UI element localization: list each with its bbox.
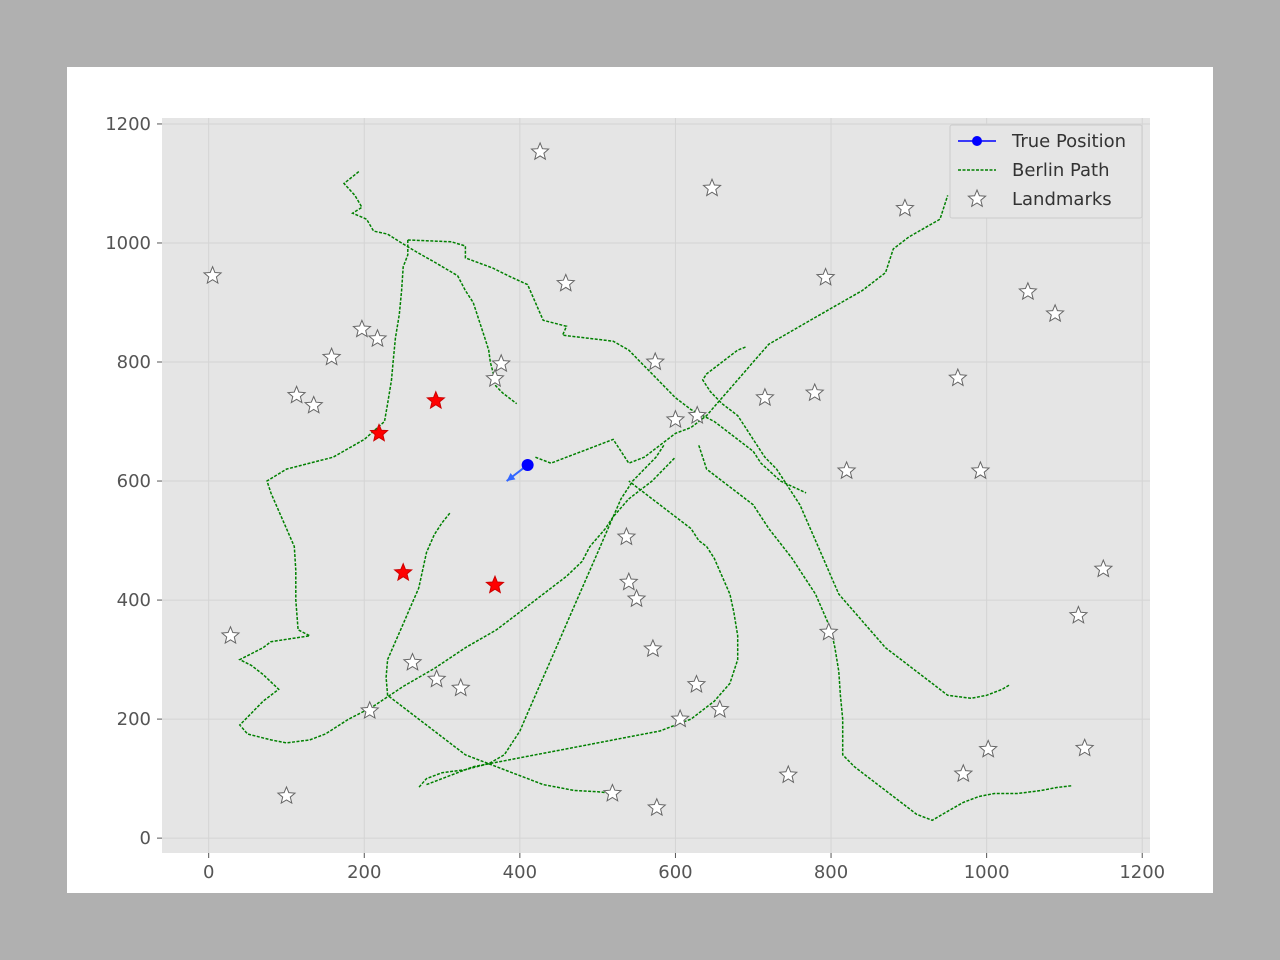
landmark-marker xyxy=(618,571,639,591)
landmark-marker xyxy=(815,267,836,286)
y-tick-label: 1000 xyxy=(105,233,151,254)
landmark-marker xyxy=(450,677,471,697)
observed-landmark-marker xyxy=(393,562,413,582)
berlin-path-line xyxy=(407,239,807,494)
landmark-marker xyxy=(836,460,857,480)
y-tick-label: 400 xyxy=(117,590,151,611)
landmark-marker xyxy=(530,141,550,161)
landmark-marker xyxy=(1093,558,1114,578)
observed-landmark-marker xyxy=(369,423,389,442)
legend-handle-landmarks xyxy=(967,188,987,208)
berlin-path-line xyxy=(701,346,1011,700)
figure: 0 200 400 600 800 1000 1200 0 200 400 600 800 1000 12… xyxy=(67,67,1213,893)
landmark-marker xyxy=(687,405,708,424)
berlin-path-line xyxy=(385,512,614,795)
landmark-marker xyxy=(804,382,825,402)
landmark-marker xyxy=(895,198,915,217)
x-tick-label: 800 xyxy=(814,862,848,883)
legend-label: Berlin Path xyxy=(1012,160,1110,181)
plot-background xyxy=(162,118,1150,853)
x-tick-label: 0 xyxy=(203,862,214,883)
landmark-marker xyxy=(818,621,839,641)
landmark-marker xyxy=(359,700,380,720)
legend-label: True Position xyxy=(1011,131,1126,152)
landmark-marker xyxy=(646,797,667,817)
landmark-marker xyxy=(485,368,505,388)
landmark-marker xyxy=(686,674,707,693)
landmark-marker xyxy=(426,668,447,688)
landmark-marker xyxy=(402,652,423,671)
heading-arrow-head xyxy=(506,473,516,481)
landmark-marker xyxy=(616,526,637,546)
observed-landmark-marker xyxy=(426,390,446,410)
berlin-path-line xyxy=(238,240,676,744)
landmark-marker xyxy=(702,177,722,197)
legend-handle-true-position-marker xyxy=(972,136,982,146)
landmark-marker xyxy=(491,353,511,373)
y-tick-label: 200 xyxy=(117,709,151,730)
tick-layer: 0 200 400 600 800 1000 1200 0 200 400 600 800 1000 12… xyxy=(105,114,1165,883)
y-tick-label: 0 xyxy=(140,828,151,849)
landmark-marker xyxy=(948,367,968,387)
landmark-marker xyxy=(202,265,223,285)
landmark-marker xyxy=(352,318,372,338)
observed-landmark-marker xyxy=(485,574,505,594)
legend-box xyxy=(949,124,1143,219)
observed-landmarks-layer xyxy=(369,390,505,594)
berlin-path-line xyxy=(342,171,518,405)
y-tick-label: 1200 xyxy=(105,114,151,135)
landmark-marker xyxy=(303,395,324,414)
y-tick-label: 600 xyxy=(117,471,151,492)
landmark-marker xyxy=(1018,281,1038,301)
landmark-marker xyxy=(953,763,974,783)
landmark-marker xyxy=(1068,605,1089,624)
x-tick-label: 200 xyxy=(347,862,381,883)
landmark-marker xyxy=(555,273,576,292)
x-tick-label: 1000 xyxy=(964,862,1010,883)
landmark-marker xyxy=(1074,737,1095,757)
x-tick-label: 400 xyxy=(503,862,537,883)
landmark-marker xyxy=(778,764,799,784)
landmark-marker xyxy=(367,328,388,348)
legend-label: Landmarks xyxy=(1012,189,1112,210)
chart-svg: 0 200 400 600 800 1000 1200 0 200 400 600 800 1000 12… xyxy=(105,114,1165,883)
true-position-marker xyxy=(521,458,534,471)
x-tick-label: 600 xyxy=(658,862,692,883)
berlin-path-line xyxy=(698,445,1073,822)
landmark-marker xyxy=(1045,303,1065,323)
y-tick-label: 800 xyxy=(117,352,151,373)
x-tick-label: 1200 xyxy=(1119,862,1165,883)
landmark-marker xyxy=(602,783,623,802)
true-position-layer xyxy=(506,458,534,482)
legend: True Position Berlin Path Landmarks xyxy=(949,124,1143,219)
landmark-marker xyxy=(978,739,998,758)
landmark-marker xyxy=(709,699,730,718)
landmark-marker xyxy=(665,409,686,429)
landmark-marker xyxy=(220,625,241,645)
landmarks-layer xyxy=(202,141,1114,817)
landmark-marker xyxy=(643,638,663,658)
berlin-path-line xyxy=(535,195,949,465)
landmark-marker xyxy=(321,346,342,366)
landmark-marker xyxy=(970,460,991,480)
landmark-marker xyxy=(276,785,297,805)
landmark-marker xyxy=(670,708,690,728)
landmark-marker xyxy=(755,387,775,407)
berlin-path-line xyxy=(426,480,739,786)
landmark-marker xyxy=(645,351,666,371)
landmark-marker xyxy=(626,588,647,608)
berlin-path-line xyxy=(418,444,665,788)
landmark-marker xyxy=(286,384,307,404)
berlin-path-layer xyxy=(238,171,1073,822)
